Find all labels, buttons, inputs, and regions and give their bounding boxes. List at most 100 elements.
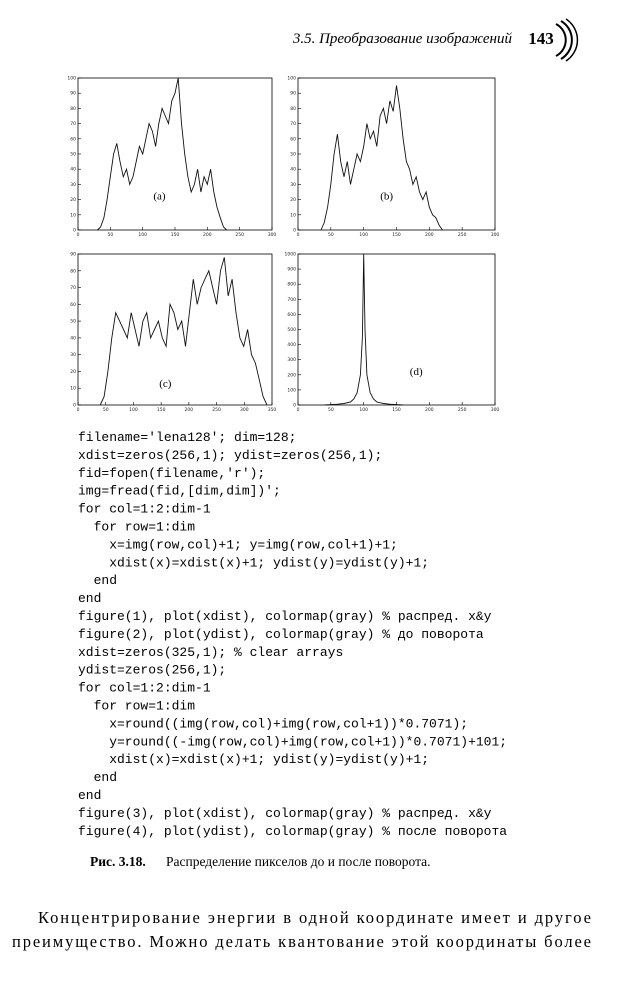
y-tick-label: 500 — [287, 327, 296, 333]
plot: 0 10 20 30 40 50 60 70 80 90 0 50 100 150 200 250 300 350… — [70, 252, 276, 414]
plot: 0 10 20 30 40 50 60 70 80 90 100 0 50 100 150 200 250 300… — [287, 76, 499, 239]
y-tick-label: 400 — [287, 342, 296, 348]
y-tick-label: 20 — [290, 197, 296, 203]
x-tick-label: 50 — [328, 407, 334, 413]
histogram-line — [324, 253, 404, 406]
y-tick-label: 20 — [70, 197, 76, 203]
code-line: for row=1:dim — [78, 699, 195, 714]
x-tick-label: 300 — [240, 407, 249, 413]
x-tick-label: 200 — [185, 407, 194, 413]
y-tick-label: 50 — [70, 319, 76, 325]
y-tick-label: 70 — [70, 121, 76, 127]
x-tick-label: 50 — [328, 232, 334, 238]
x-tick-label: 50 — [107, 232, 113, 238]
x-tick-label: 300 — [491, 232, 500, 238]
page-number-ornament — [555, 23, 567, 57]
x-tick-label: 100 — [129, 407, 138, 413]
code-line: img=fread(fid,[dim,dim])'; — [78, 484, 281, 499]
x-tick-label: 250 — [212, 407, 221, 413]
x-tick-label: 150 — [392, 407, 401, 413]
code-line: fid=fopen(filename,'r'); — [78, 466, 265, 481]
y-tick-label: 80 — [70, 268, 76, 274]
y-tick-label: 70 — [70, 285, 76, 291]
y-tick-label: 90 — [70, 91, 76, 97]
plot-label: (c) — [159, 378, 172, 390]
code-line: for col=1:2:dim-1 — [78, 681, 211, 696]
code-line: end — [78, 573, 117, 588]
code-line: end — [78, 591, 101, 606]
code-line: end — [78, 770, 117, 785]
page-number-ornament — [565, 18, 579, 62]
y-tick-label: 200 — [287, 372, 296, 378]
page-number: 143 — [528, 29, 554, 48]
code-line: ydist=zeros(256,1); — [78, 663, 226, 678]
y-tick-label: 10 — [70, 386, 76, 392]
plot: 0 100 200 300 400 500 600 700 800 900 1000 0 50 100 15… — [285, 252, 500, 414]
caption-label: Рис. 3.18. — [90, 854, 146, 869]
code-line: figure(2), plot(ydist), colormap(gray) %… — [78, 627, 484, 642]
x-tick-label: 100 — [359, 232, 368, 238]
x-tick-label: 0 — [297, 232, 300, 238]
y-tick-label: 10 — [290, 212, 296, 218]
y-tick-label: 700 — [287, 297, 296, 303]
x-tick-label: 100 — [138, 232, 147, 238]
y-tick-label: 600 — [287, 312, 296, 318]
code-line: xdist=zeros(325,1); % clear arrays — [78, 645, 343, 660]
plot-label: (b) — [380, 191, 393, 203]
x-tick-label: 0 — [297, 407, 300, 413]
code-line: y=round((-img(row,col)+img(row,col+1))*0… — [78, 734, 507, 749]
plot-label: (a) — [153, 191, 166, 203]
y-tick-label: 300 — [287, 357, 296, 363]
y-tick-label: 90 — [70, 252, 76, 258]
x-tick-label: 350 — [268, 407, 277, 413]
y-tick-label: 40 — [70, 335, 76, 341]
histogram-line — [99, 257, 268, 406]
code-line: x=round((img(row,col)+img(row,col+1))*0.… — [78, 716, 468, 731]
running-header: 3.5. Преобразование изображений — [292, 31, 513, 47]
x-tick-label: 150 — [171, 232, 180, 238]
y-tick-label: 100 — [287, 76, 296, 82]
x-tick-label: 300 — [268, 232, 277, 238]
y-tick-label: 100 — [287, 387, 296, 393]
y-tick-label: 60 — [70, 302, 76, 308]
y-tick-label: 40 — [290, 167, 296, 173]
code-line: xdist(x)=xdist(x)+1; ydist(y)=ydist(y)+1… — [78, 555, 429, 570]
y-tick-label: 0 — [73, 403, 76, 409]
x-tick-label: 200 — [203, 232, 212, 238]
histogram-line — [320, 85, 443, 231]
plot-frame — [297, 253, 496, 406]
x-tick-label: 300 — [491, 407, 500, 413]
y-tick-label: 50 — [70, 152, 76, 158]
y-tick-label: 0 — [293, 228, 296, 234]
plot-frame — [77, 253, 273, 406]
y-tick-label: 40 — [70, 167, 76, 173]
code-line: filename='lena128'; dim=128; — [78, 430, 296, 445]
code-line: figure(3), plot(xdist), colormap(gray) %… — [78, 806, 492, 821]
y-tick-label: 30 — [70, 352, 76, 358]
x-tick-label: 150 — [392, 232, 401, 238]
y-tick-label: 0 — [293, 403, 296, 409]
y-tick-label: 0 — [73, 228, 76, 234]
code-line: for col=1:2:dim-1 — [78, 502, 211, 517]
x-tick-label: 100 — [359, 407, 368, 413]
x-tick-label: 0 — [77, 232, 80, 238]
y-tick-label: 80 — [290, 106, 296, 112]
x-tick-label: 0 — [77, 407, 80, 413]
y-tick-label: 90 — [290, 91, 296, 97]
y-tick-label: 30 — [70, 182, 76, 188]
y-tick-label: 800 — [287, 282, 296, 288]
y-tick-label: 80 — [70, 106, 76, 112]
histogram-line — [97, 77, 228, 231]
x-tick-label: 50 — [103, 407, 109, 413]
y-tick-label: 10 — [70, 212, 76, 218]
y-tick-label: 70 — [290, 121, 296, 127]
x-tick-label: 250 — [458, 232, 467, 238]
code-line: figure(1), plot(xdist), colormap(gray) %… — [78, 609, 492, 624]
code-line: end — [78, 788, 101, 803]
x-tick-label: 250 — [458, 407, 467, 413]
code-line: figure(4), plot(ydist), colormap(gray) %… — [78, 824, 507, 839]
code-line: x=img(row,col)+1; y=img(row,col+1)+1; — [78, 537, 398, 552]
y-tick-label: 50 — [290, 152, 296, 158]
y-tick-label: 900 — [287, 267, 296, 273]
